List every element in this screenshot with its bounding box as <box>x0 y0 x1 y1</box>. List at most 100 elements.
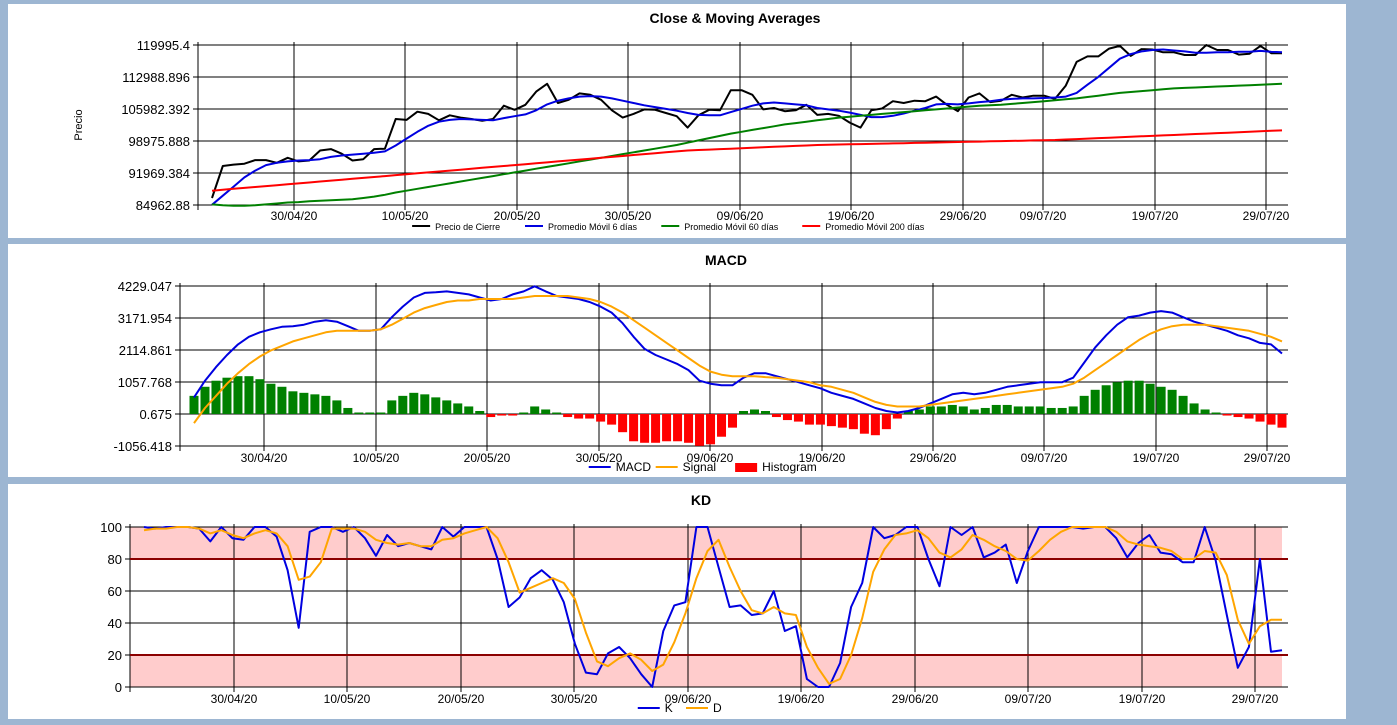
macd-chart: MACD 4229.047 3171.954 2114.861 1057.768 0.67… <box>113 252 1291 474</box>
histogram-bar <box>376 412 386 414</box>
histogram-bar <box>1035 406 1045 414</box>
histogram-bar <box>771 414 781 418</box>
histogram-bar <box>1156 386 1166 414</box>
histogram-bar <box>288 391 298 414</box>
histogram-bar <box>815 414 825 425</box>
x-tick-label: 30/05/20 <box>605 209 652 223</box>
histogram-bar <box>332 400 342 414</box>
histogram-bar <box>398 395 408 414</box>
histogram-bar <box>673 414 683 442</box>
histogram-bar <box>354 412 364 414</box>
histogram-bar <box>189 395 199 414</box>
histogram-bar <box>255 379 265 414</box>
histogram-bar <box>1178 395 1188 414</box>
macd-panel: MACD 4229.047 3171.954 2114.861 1057.768 0.67… <box>8 244 1346 477</box>
histogram-bar <box>1255 414 1265 422</box>
histogram-bar <box>596 414 606 422</box>
x-tick-label: 19/06/20 <box>828 209 875 223</box>
histogram-bar <box>1189 403 1199 414</box>
histogram-bar <box>497 414 507 416</box>
series-line-promedio-m-vil-200-d-as <box>211 129 1283 192</box>
x-tick-label: 30/04/20 <box>241 451 288 465</box>
histogram-bar <box>870 414 880 436</box>
histogram-bar <box>1266 414 1276 425</box>
histogram-bar <box>925 406 935 414</box>
histogram-bar <box>706 414 716 445</box>
histogram-bar <box>1013 406 1023 414</box>
histogram-bar <box>508 414 518 416</box>
histogram-bar <box>541 409 551 414</box>
histogram-bar <box>310 394 320 414</box>
histogram-bar <box>1277 414 1287 428</box>
x-tick-label: 19/07/20 <box>1132 209 1179 223</box>
histogram-bar <box>1167 389 1177 414</box>
series-line-promedio-m-vil-60-d-as <box>211 82 1283 207</box>
histogram-bar <box>837 414 847 428</box>
kd-panel: KD 100 80 60 40 20 0 30/04/20 10/05/20 20/05/20 30… <box>8 484 1346 719</box>
y-tick-label: 100 <box>100 520 122 535</box>
histogram-bar <box>233 376 243 414</box>
histogram-bar <box>387 400 397 414</box>
y-tick-label: 20 <box>108 648 122 663</box>
x-tick-label: 19/07/20 <box>1133 451 1180 465</box>
close-moving-averages-chart: Close & Moving Averages Precio 119995.4 112… <box>73 10 1290 232</box>
legend-label: Precio de Cierre <box>435 222 500 232</box>
x-tick-label: 19/07/20 <box>1119 692 1166 706</box>
legend-swatch <box>735 463 758 472</box>
chart-title: Close & Moving Averages <box>650 10 821 26</box>
x-tick-label: 09/06/20 <box>687 451 734 465</box>
legend-label: Histogram <box>762 460 817 474</box>
histogram-bar <box>717 414 727 437</box>
x-tick-label: 29/07/20 <box>1244 451 1291 465</box>
histogram-bar <box>914 409 924 414</box>
y-tick-label: 40 <box>108 616 122 631</box>
histogram-bar <box>1090 389 1100 414</box>
y-tick-label: 98975.888 <box>129 134 190 149</box>
histogram-bar <box>727 414 738 428</box>
x-tick-label: 20/05/20 <box>438 692 485 706</box>
x-tick-label: 09/07/20 <box>1020 209 1067 223</box>
x-tick-label: 10/05/20 <box>353 451 400 465</box>
overbought-oversold-band <box>130 655 1282 687</box>
histogram-bar <box>299 392 309 414</box>
x-tick-label: 10/05/20 <box>382 209 429 223</box>
histogram-bar <box>266 383 276 414</box>
x-tick-label: 09/06/20 <box>665 692 712 706</box>
histogram-bar <box>1057 407 1067 414</box>
y-tick-label: 84962.88 <box>136 198 190 213</box>
y-tick-label: 0 <box>115 680 122 695</box>
histogram-bar <box>662 414 672 442</box>
histogram-bar <box>442 400 452 414</box>
histogram-bar <box>552 412 562 414</box>
histogram-bar <box>464 406 474 414</box>
histogram-bar <box>1079 395 1089 414</box>
histogram-bar <box>629 414 639 442</box>
histogram-bar <box>804 414 814 425</box>
histogram-bar <box>1145 383 1155 414</box>
y-axis-label: Precio <box>73 109 85 140</box>
y-tick-label: 1057.768 <box>118 375 172 390</box>
histogram-bar <box>991 404 1001 414</box>
histogram-bar <box>848 414 858 430</box>
histogram-bar <box>222 377 232 414</box>
x-tick-label: 30/04/20 <box>211 692 258 706</box>
x-tick-label: 30/05/20 <box>551 692 598 706</box>
histogram-bar <box>980 407 990 414</box>
legend-label: D <box>713 701 722 715</box>
y-tick-label: 105982.392 <box>121 102 190 117</box>
histogram-bar <box>574 414 584 419</box>
histogram-bar <box>563 414 573 418</box>
histogram-bar <box>1244 414 1254 419</box>
histogram-bar <box>431 397 441 414</box>
y-tick-label: 60 <box>108 584 122 599</box>
y-tick-label: 119995.4 <box>137 38 190 53</box>
histogram-bar <box>1068 406 1078 414</box>
histogram-bar <box>1046 407 1056 414</box>
x-tick-label: 09/07/20 <box>1021 451 1068 465</box>
x-tick-label: 19/06/20 <box>778 692 825 706</box>
histogram-bar <box>892 414 902 419</box>
histogram-bar <box>585 414 595 419</box>
series-line-promedio-m-vil-6-d-as <box>211 48 1283 206</box>
legend-label: K <box>665 701 673 715</box>
